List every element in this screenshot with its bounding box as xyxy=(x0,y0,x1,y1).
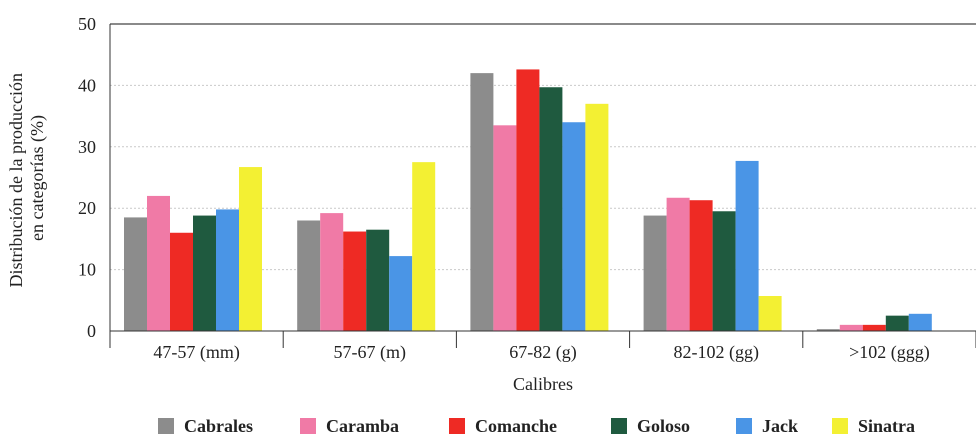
legend-label-caramba: Caramba xyxy=(326,416,399,436)
bar-comanche-4 xyxy=(862,324,886,331)
bar-comanche-0 xyxy=(170,232,193,331)
y-tick-label: 20 xyxy=(78,198,96,218)
legend-label-sinatra: Sinatra xyxy=(858,416,915,436)
x-tick-label: 67-82 (g) xyxy=(509,342,576,363)
legend-swatch-jack xyxy=(736,418,752,434)
bar-sinatra-3 xyxy=(758,296,782,331)
bar-comanche-1 xyxy=(343,231,367,331)
bar-caramba-0 xyxy=(147,195,170,331)
legend-swatch-comanche xyxy=(449,418,465,434)
bar-comanche-3 xyxy=(689,200,713,331)
y-tick-label: 10 xyxy=(78,260,96,280)
bars xyxy=(124,69,932,332)
legend-swatch-sinatra xyxy=(832,418,848,434)
y-tick-label: 0 xyxy=(87,321,96,341)
bar-goloso-0 xyxy=(193,215,216,331)
bar-jack-0 xyxy=(216,209,239,331)
x-tick-label: 57-67 (m) xyxy=(334,342,406,363)
legend-label-jack: Jack xyxy=(762,416,798,436)
axes xyxy=(109,24,976,332)
y-axis-title-line-1: Distribución de la producción xyxy=(6,73,26,287)
bar-cabrales-4 xyxy=(816,329,840,331)
x-tick-label: >102 (ggg) xyxy=(849,342,930,363)
bar-comanche-2 xyxy=(516,69,540,331)
legend-label-comanche: Comanche xyxy=(475,416,557,436)
bar-sinatra-1 xyxy=(412,162,436,331)
bar-cabrales-2 xyxy=(470,73,494,332)
legend-label-cabrales: Cabrales xyxy=(184,416,253,436)
bar-cabrales-3 xyxy=(643,215,667,331)
x-tick-label: 82-102 (gg) xyxy=(673,342,758,363)
bar-jack-3 xyxy=(735,160,759,331)
bar-jack-4 xyxy=(908,313,932,331)
bar-sinatra-0 xyxy=(239,167,262,331)
bar-jack-1 xyxy=(389,256,413,331)
legend: Cabrales Caramba Comanche Goloso Jack Sinatra xyxy=(158,416,915,436)
y-tick-label: 40 xyxy=(78,75,96,95)
bar-caramba-4 xyxy=(839,324,863,331)
x-tick-labels: 47-57 (mm) 57-67 (m) 67-82 (g) 82-102 (gg) >… xyxy=(109,331,976,363)
bar-jack-2 xyxy=(562,122,586,332)
bar-goloso-4 xyxy=(885,315,909,331)
bar-caramba-3 xyxy=(666,197,690,331)
bar-goloso-3 xyxy=(712,211,736,331)
bar-caramba-1 xyxy=(320,213,344,331)
bar-caramba-2 xyxy=(493,125,517,331)
x-tick-label: 47-57 (mm) xyxy=(153,342,239,363)
bar-cabrales-1 xyxy=(297,220,321,331)
bar-goloso-1 xyxy=(366,229,390,331)
bar-cabrales-0 xyxy=(124,217,147,331)
y-axis-title-line-2: en categorías (%) xyxy=(27,115,48,241)
legend-swatch-goloso xyxy=(611,418,627,434)
bar-goloso-2 xyxy=(539,87,563,331)
legend-swatch-caramba xyxy=(300,418,316,434)
bar-sinatra-2 xyxy=(585,103,609,331)
legend-label-goloso: Goloso xyxy=(637,416,690,436)
y-tick-labels: 0 10 20 30 40 50 xyxy=(78,14,96,341)
y-tick-label: 50 xyxy=(78,14,96,34)
legend-swatch-cabrales xyxy=(158,418,174,434)
y-tick-label: 30 xyxy=(78,137,96,157)
x-axis-title: Calibres xyxy=(513,374,573,394)
y-axis-title: Distribución de la producción en categor… xyxy=(6,69,48,288)
